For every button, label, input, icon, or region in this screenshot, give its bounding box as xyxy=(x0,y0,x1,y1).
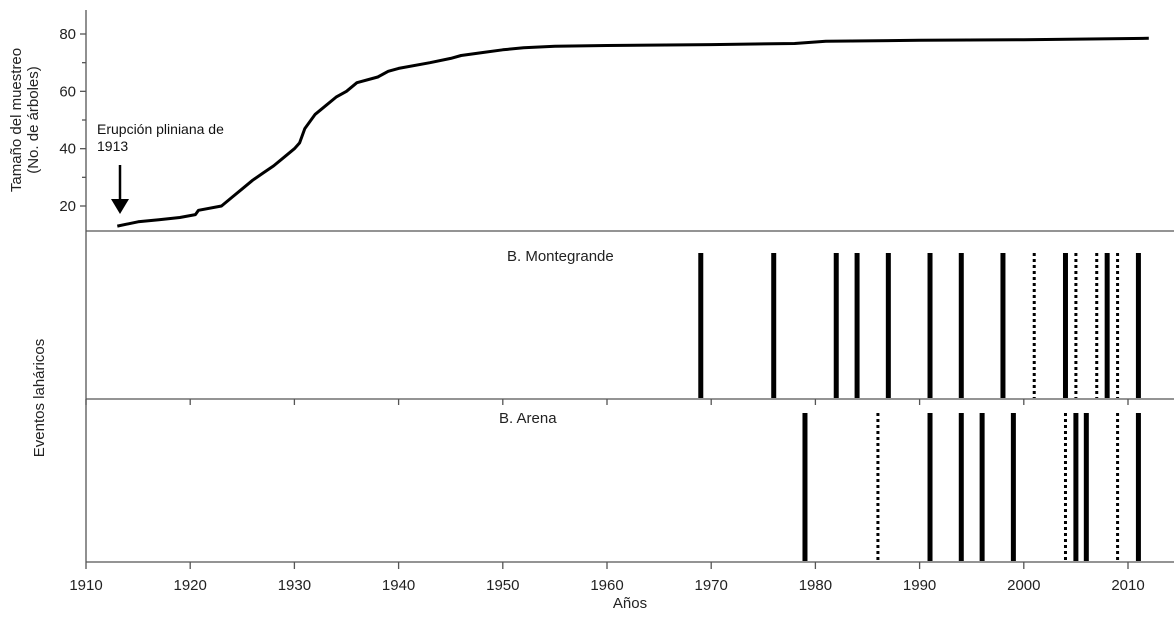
x-tick-label: 1910 xyxy=(69,577,102,594)
x-tick-label: 1940 xyxy=(382,577,415,594)
y-tick-label: 20 xyxy=(59,198,76,215)
eruption-annotation-line2: 1913 xyxy=(97,138,128,154)
x-tick-label: 1930 xyxy=(278,577,311,594)
events-y-axis-title: Eventos laháricos xyxy=(31,339,48,457)
y-tick-label: 80 xyxy=(59,26,76,43)
sample-size-line xyxy=(116,36,1149,228)
top-y-axis-title-line2: (No. de árboles) xyxy=(25,66,42,174)
x-tick-label: 1970 xyxy=(695,577,728,594)
y-tick-label: 40 xyxy=(59,141,76,158)
x-axis-ticks: 1910 1920 1930 1940 1950 1960 1970 1980 1990 2000… xyxy=(69,399,1145,594)
x-tick-label: 1960 xyxy=(590,577,623,594)
montegrande-label: B. Montegrande xyxy=(507,248,614,265)
arena-events xyxy=(802,413,1141,561)
x-axis-title: Años xyxy=(613,595,647,612)
y-tick-label: 60 xyxy=(59,83,76,100)
top-y-axis-title-line1: Tamaño del muestreo xyxy=(8,48,25,192)
arena-label: B. Arena xyxy=(499,410,557,427)
x-tick-label: 1950 xyxy=(486,577,519,594)
x-tick-label: 1920 xyxy=(174,577,207,594)
x-tick-label: 1980 xyxy=(799,577,832,594)
eruption-arrow-head xyxy=(111,199,129,214)
x-tick-label: 2000 xyxy=(1007,577,1040,594)
y-axis-ticks: 20 40 60 80 xyxy=(59,26,86,215)
x-tick-label: 1990 xyxy=(903,577,936,594)
x-tick-label: 2010 xyxy=(1111,577,1144,594)
eruption-annotation-line1: Erupción pliniana de xyxy=(97,121,224,137)
montegrande-events xyxy=(698,253,1141,398)
